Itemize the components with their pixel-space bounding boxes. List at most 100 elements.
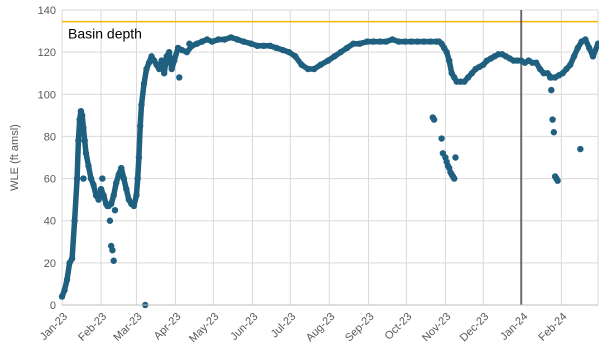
data-point [135, 154, 143, 161]
data-point [193, 40, 201, 47]
data-point [324, 57, 332, 64]
data-point [61, 287, 68, 294]
x-tick-label: May-23 [187, 311, 221, 345]
data-point [215, 36, 222, 43]
outlier-point [554, 177, 561, 184]
data-point [414, 38, 421, 45]
outlier-point [438, 135, 445, 142]
x-tick-label: Jul-23 [269, 311, 299, 341]
data-point [585, 44, 593, 52]
x-tick-label: Feb-23 [76, 311, 109, 344]
data-point [198, 38, 206, 45]
data-point [589, 53, 597, 60]
outlier-point [548, 86, 555, 94]
data-point [113, 179, 120, 186]
x-tick-label: Nov-23 [420, 311, 454, 345]
data-point [574, 44, 582, 52]
data-point [73, 175, 81, 182]
reference-lines [62, 10, 598, 305]
y-axis-title: WLE (ft amsl) [9, 124, 21, 191]
y-tick-label: 120 [38, 47, 56, 59]
data-point [536, 65, 544, 73]
data-point [155, 65, 163, 73]
data-point [171, 57, 178, 64]
data-point [461, 78, 468, 85]
y-tick-label: 20 [44, 258, 56, 270]
data-point [100, 192, 107, 199]
data-point [370, 38, 377, 45]
y-tick-label: 100 [38, 89, 56, 101]
data-point [130, 202, 138, 210]
data-point [317, 61, 324, 68]
data-point [285, 48, 293, 56]
basin-depth-label: Basin depth [68, 26, 142, 42]
data-point [420, 38, 428, 45]
data-point [158, 57, 165, 64]
data-point [443, 48, 450, 56]
data-point [254, 42, 261, 50]
y-tick-label: 140 [38, 5, 56, 17]
x-tick-label: Jan-24 [498, 311, 530, 343]
grid [61, 9, 599, 306]
data-point [266, 42, 274, 50]
data-point [82, 150, 90, 157]
x-tick-label: Sep-23 [343, 311, 377, 345]
data-point [279, 46, 286, 54]
outlier-point [164, 57, 172, 64]
data-point [221, 36, 228, 43]
outlier-point [110, 257, 117, 264]
data-point [145, 59, 153, 66]
data-point [331, 53, 338, 60]
data-point [343, 44, 351, 52]
data-point [87, 175, 95, 182]
data-point [110, 192, 117, 199]
series-trace [59, 34, 599, 300]
data-point [107, 200, 115, 208]
x-tick-label: Oct-23 [383, 311, 415, 343]
data-point [63, 276, 71, 283]
data-point [427, 38, 434, 45]
data-point [234, 36, 241, 43]
outlier-point [549, 116, 556, 123]
outlier-point [176, 74, 183, 81]
data-point [582, 36, 589, 43]
data-point [408, 38, 415, 45]
x-tick-label: Jun-23 [228, 311, 260, 343]
outlier-point [451, 175, 458, 182]
x-tick-label: Mar-23 [111, 311, 144, 344]
data-point [178, 46, 186, 54]
data-point [227, 34, 235, 41]
x-tick-label: Apr-23 [152, 311, 184, 343]
outlier-point [430, 116, 438, 123]
data-point [401, 38, 409, 45]
data-point [247, 40, 255, 47]
data-point [120, 175, 127, 182]
data-point [140, 80, 148, 87]
data-point [304, 65, 312, 73]
data-point [533, 59, 540, 66]
outlier-point [106, 217, 114, 224]
y-tick-label: 60 [44, 174, 56, 186]
data-point [559, 70, 566, 77]
x-tick-label: Aug-23 [304, 311, 338, 345]
data-point [395, 38, 402, 45]
data-point [166, 48, 173, 56]
data-point [480, 61, 487, 68]
outlier-point [546, 74, 554, 81]
data-point [298, 61, 305, 68]
data-point [260, 42, 267, 50]
data-point [118, 164, 125, 172]
outlier-point [577, 145, 584, 153]
data-point [115, 171, 122, 178]
outlier-point [111, 206, 119, 214]
data-point [68, 255, 76, 262]
data-point [570, 53, 578, 60]
data-point [203, 36, 211, 43]
data-point [136, 122, 144, 130]
data-point [356, 40, 363, 47]
data-point [337, 48, 344, 56]
x-tick-label: Feb-24 [536, 311, 569, 344]
data-point [382, 38, 390, 45]
